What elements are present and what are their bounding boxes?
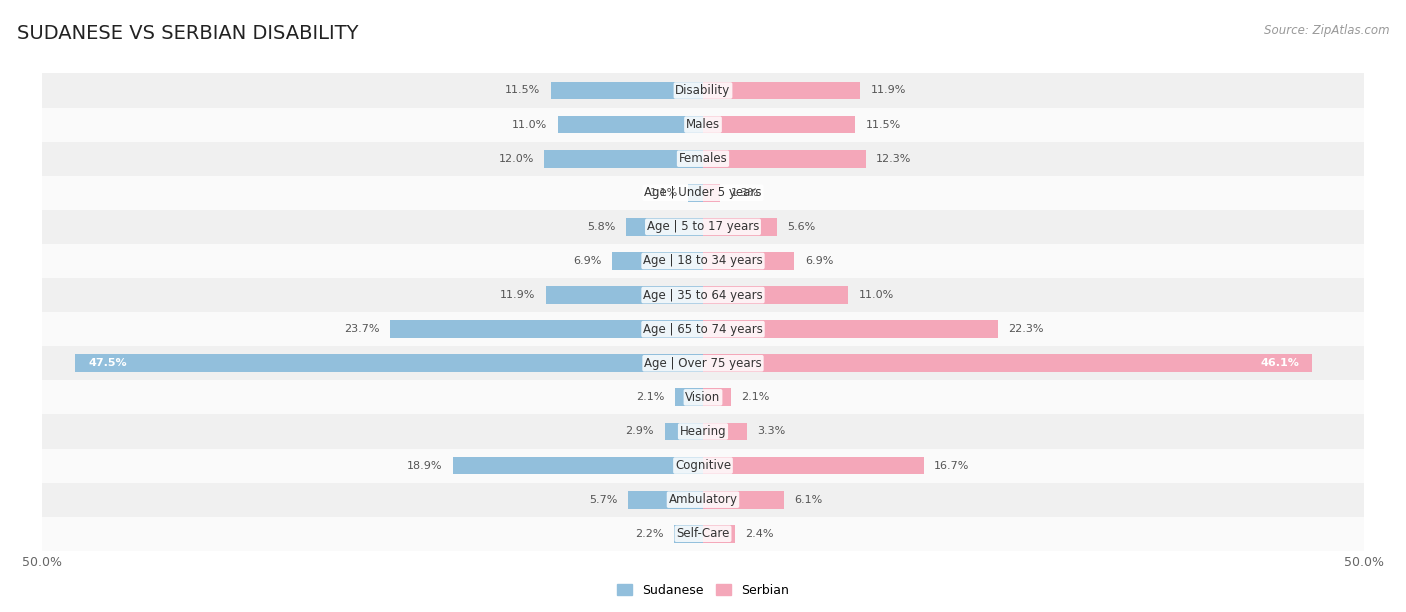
Bar	[42, 210, 1364, 244]
Text: Vision: Vision	[685, 391, 721, 404]
Bar	[42, 73, 1364, 108]
Text: 5.6%: 5.6%	[787, 222, 815, 232]
Text: 11.0%: 11.0%	[512, 119, 547, 130]
Text: 2.9%: 2.9%	[626, 427, 654, 436]
Bar	[703, 218, 778, 236]
Text: Cognitive: Cognitive	[675, 459, 731, 472]
Bar	[42, 176, 1364, 210]
Bar	[558, 116, 703, 133]
Text: 2.2%: 2.2%	[636, 529, 664, 539]
Bar	[453, 457, 703, 474]
Bar	[544, 150, 703, 168]
Text: Age | Over 75 years: Age | Over 75 years	[644, 357, 762, 370]
Bar	[703, 81, 860, 99]
Bar	[76, 354, 703, 372]
Bar	[703, 320, 998, 338]
Bar	[627, 491, 703, 509]
Text: 23.7%: 23.7%	[343, 324, 380, 334]
Bar	[42, 141, 1364, 176]
Text: 6.9%: 6.9%	[804, 256, 834, 266]
Bar	[42, 346, 1364, 380]
Bar	[626, 218, 703, 236]
Text: 11.9%: 11.9%	[870, 86, 907, 95]
Text: Age | 65 to 74 years: Age | 65 to 74 years	[643, 323, 763, 335]
Bar	[42, 414, 1364, 449]
Bar	[675, 389, 703, 406]
Text: Age | 5 to 17 years: Age | 5 to 17 years	[647, 220, 759, 233]
Bar	[42, 483, 1364, 517]
Bar	[42, 517, 1364, 551]
Text: Self-Care: Self-Care	[676, 528, 730, 540]
Bar	[703, 184, 720, 201]
Text: 2.1%: 2.1%	[637, 392, 665, 402]
Bar	[703, 354, 1312, 372]
Bar	[42, 380, 1364, 414]
Bar	[703, 252, 794, 270]
Bar	[703, 491, 783, 509]
Legend: Sudanese, Serbian: Sudanese, Serbian	[612, 579, 794, 602]
Text: 2.1%: 2.1%	[741, 392, 769, 402]
Bar	[389, 320, 703, 338]
Text: 22.3%: 22.3%	[1008, 324, 1043, 334]
Text: 6.1%: 6.1%	[794, 494, 823, 505]
Text: SUDANESE VS SERBIAN DISABILITY: SUDANESE VS SERBIAN DISABILITY	[17, 24, 359, 43]
Text: Age | Under 5 years: Age | Under 5 years	[644, 186, 762, 200]
Text: 11.9%: 11.9%	[499, 290, 536, 300]
Bar	[42, 108, 1364, 141]
Text: 5.7%: 5.7%	[589, 494, 617, 505]
Bar	[703, 150, 866, 168]
Text: 1.3%: 1.3%	[731, 188, 759, 198]
Bar	[42, 244, 1364, 278]
Text: Ambulatory: Ambulatory	[668, 493, 738, 506]
Bar	[612, 252, 703, 270]
Text: 47.5%: 47.5%	[89, 358, 127, 368]
Text: 6.9%: 6.9%	[572, 256, 602, 266]
Text: 11.5%: 11.5%	[505, 86, 540, 95]
Bar	[703, 116, 855, 133]
Bar	[42, 312, 1364, 346]
Bar	[551, 81, 703, 99]
Text: 18.9%: 18.9%	[408, 461, 443, 471]
Text: Source: ZipAtlas.com: Source: ZipAtlas.com	[1264, 24, 1389, 37]
Bar	[703, 286, 848, 304]
Text: Age | 18 to 34 years: Age | 18 to 34 years	[643, 255, 763, 267]
Bar	[703, 389, 731, 406]
Bar	[703, 457, 924, 474]
Text: Hearing: Hearing	[679, 425, 727, 438]
Text: Disability: Disability	[675, 84, 731, 97]
Bar	[546, 286, 703, 304]
Text: Males: Males	[686, 118, 720, 131]
Text: 1.1%: 1.1%	[650, 188, 678, 198]
Bar	[42, 449, 1364, 483]
Bar	[689, 184, 703, 201]
Text: Age | 35 to 64 years: Age | 35 to 64 years	[643, 289, 763, 302]
Text: 16.7%: 16.7%	[934, 461, 970, 471]
Bar	[703, 525, 735, 543]
Bar	[703, 423, 747, 440]
Text: 3.3%: 3.3%	[758, 427, 786, 436]
Text: 11.5%: 11.5%	[866, 119, 901, 130]
Text: 2.4%: 2.4%	[745, 529, 773, 539]
Text: 5.8%: 5.8%	[588, 222, 616, 232]
Text: 11.0%: 11.0%	[859, 290, 894, 300]
Text: Females: Females	[679, 152, 727, 165]
Text: 12.0%: 12.0%	[499, 154, 534, 163]
Bar	[42, 278, 1364, 312]
Text: 12.3%: 12.3%	[876, 154, 911, 163]
Bar	[673, 525, 703, 543]
Bar	[665, 423, 703, 440]
Text: 46.1%: 46.1%	[1260, 358, 1299, 368]
